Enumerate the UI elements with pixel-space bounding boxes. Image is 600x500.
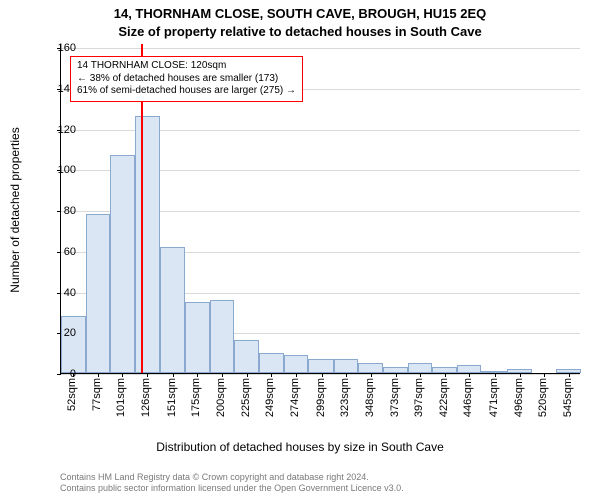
x-tick-label: 545sqm (562, 378, 574, 417)
grid-line (61, 374, 580, 375)
grid-line (61, 48, 580, 49)
y-tick-label: 40 (36, 287, 76, 299)
chart-title-address: 14, THORNHAM CLOSE, SOUTH CAVE, BROUGH, … (0, 6, 600, 21)
histogram-bar (234, 340, 259, 373)
x-tick-label: 175sqm (190, 378, 202, 417)
x-tick-label: 496sqm (513, 378, 525, 417)
histogram-bar (334, 359, 358, 373)
x-tick-mark (197, 373, 198, 377)
x-tick-label: 422sqm (438, 378, 450, 417)
x-tick-mark (271, 373, 272, 377)
x-tick-label: 151sqm (166, 378, 178, 417)
x-tick-mark (147, 373, 148, 377)
x-tick-label: 323sqm (339, 378, 351, 417)
x-tick-label: 52sqm (66, 378, 78, 411)
x-tick-mark (495, 373, 496, 377)
y-axis-label: Number of detached properties (8, 127, 22, 292)
info-box-line: 61% of semi-detached houses are larger (… (77, 85, 296, 98)
x-tick-label: 249sqm (264, 378, 276, 417)
x-tick-label: 77sqm (91, 378, 103, 411)
footer-line-2: Contains public sector information licen… (60, 483, 404, 494)
property-info-box: 14 THORNHAM CLOSE: 120sqm← 38% of detach… (70, 56, 303, 102)
histogram-bar (358, 363, 383, 373)
y-tick-label: 20 (36, 327, 76, 339)
x-tick-mark (520, 373, 521, 377)
y-tick-label: 100 (36, 164, 76, 176)
info-box-line: ← 38% of detached houses are smaller (17… (77, 73, 296, 86)
x-tick-label: 225sqm (240, 378, 252, 417)
x-tick-mark (98, 373, 99, 377)
x-tick-label: 274sqm (289, 378, 301, 417)
x-tick-label: 200sqm (215, 378, 227, 417)
info-box-line: 14 THORNHAM CLOSE: 120sqm (77, 60, 296, 73)
histogram-bar (259, 353, 284, 373)
x-tick-mark (122, 373, 123, 377)
x-tick-mark (222, 373, 223, 377)
x-tick-mark (569, 373, 570, 377)
chart-container: 14, THORNHAM CLOSE, SOUTH CAVE, BROUGH, … (0, 0, 600, 500)
x-tick-mark (247, 373, 248, 377)
x-tick-label: 373sqm (389, 378, 401, 417)
y-tick-label: 160 (36, 42, 76, 54)
x-tick-label: 348sqm (364, 378, 376, 417)
chart-title-subtitle: Size of property relative to detached ho… (0, 24, 600, 39)
y-tick-label: 60 (36, 246, 76, 258)
x-tick-label: 299sqm (315, 378, 327, 417)
x-tick-label: 101sqm (115, 378, 127, 417)
footer-line-1: Contains HM Land Registry data © Crown c… (60, 472, 404, 483)
histogram-bar (457, 365, 481, 373)
x-tick-mark (322, 373, 323, 377)
x-tick-mark (371, 373, 372, 377)
histogram-bar (160, 247, 185, 373)
x-tick-mark (296, 373, 297, 377)
histogram-bar (61, 316, 86, 373)
footer-attribution: Contains HM Land Registry data © Crown c… (60, 472, 404, 495)
histogram-bar (110, 155, 135, 373)
histogram-bar (135, 116, 159, 373)
histogram-bar (308, 359, 333, 373)
x-tick-mark (544, 373, 545, 377)
x-tick-label: 520sqm (537, 378, 549, 417)
histogram-bar (210, 300, 234, 373)
y-tick-label: 80 (36, 205, 76, 217)
histogram-bar (284, 355, 308, 373)
x-axis-label: Distribution of detached houses by size … (0, 440, 600, 454)
x-tick-label: 446sqm (462, 378, 474, 417)
x-tick-mark (396, 373, 397, 377)
x-tick-mark (420, 373, 421, 377)
x-tick-label: 471sqm (488, 378, 500, 417)
histogram-bar (86, 214, 110, 373)
histogram-bar (185, 302, 210, 373)
x-tick-mark (469, 373, 470, 377)
x-tick-label: 126sqm (140, 378, 152, 417)
x-tick-mark (346, 373, 347, 377)
x-tick-mark (445, 373, 446, 377)
x-tick-mark (173, 373, 174, 377)
y-tick-label: 120 (36, 124, 76, 136)
x-tick-label: 397sqm (413, 378, 425, 417)
histogram-bar (408, 363, 432, 373)
